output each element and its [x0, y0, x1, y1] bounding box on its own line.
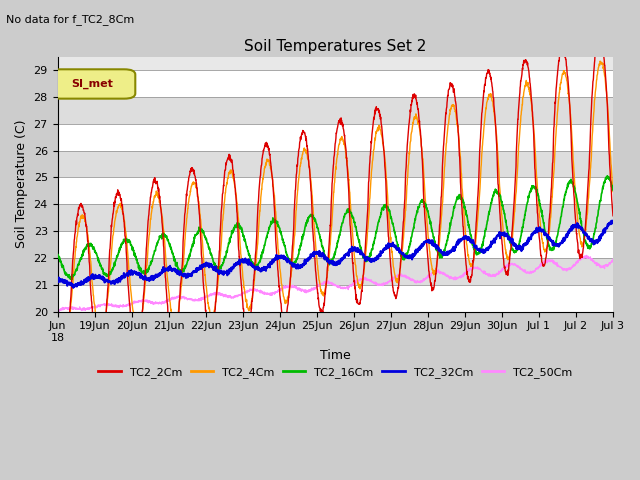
TC2_4Cm: [351, 262, 359, 267]
TC2_4Cm: [596, 58, 604, 64]
TC2_32Cm: [609, 218, 616, 224]
TC2_50Cm: [54, 306, 61, 312]
TC2_50Cm: [364, 277, 371, 283]
Y-axis label: Soil Temperature (C): Soil Temperature (C): [15, 120, 28, 248]
TC2_16Cm: [209, 255, 216, 261]
TC2_16Cm: [54, 252, 61, 258]
Line: TC2_2Cm: TC2_2Cm: [58, 34, 613, 369]
Line: TC2_50Cm: TC2_50Cm: [58, 255, 613, 312]
TC2_4Cm: [54, 313, 61, 319]
TC2_2Cm: [209, 325, 216, 331]
Bar: [58, 151, 613, 178]
TC2_4Cm: [209, 313, 216, 319]
Bar: [58, 258, 613, 285]
TC2_32Cm: [609, 220, 617, 226]
TC2_16Cm: [68, 276, 76, 282]
TC2_50Cm: [55, 309, 63, 314]
Bar: [58, 231, 613, 258]
TC2_2Cm: [609, 213, 617, 219]
Bar: [58, 178, 613, 204]
X-axis label: Time: Time: [320, 348, 351, 361]
TC2_50Cm: [576, 257, 584, 263]
TC2_4Cm: [497, 200, 505, 206]
TC2_50Cm: [560, 267, 568, 273]
Bar: [58, 285, 613, 312]
TC2_2Cm: [560, 46, 568, 52]
TC2_2Cm: [351, 288, 359, 294]
TC2_4Cm: [560, 68, 568, 73]
TC2_50Cm: [209, 292, 216, 298]
TC2_2Cm: [497, 224, 505, 229]
TC2_16Cm: [560, 197, 568, 203]
Bar: [58, 70, 613, 97]
TC2_16Cm: [364, 258, 371, 264]
TC2_50Cm: [583, 252, 591, 258]
TC2_32Cm: [69, 285, 77, 291]
FancyBboxPatch shape: [49, 69, 135, 99]
TC2_32Cm: [497, 232, 505, 238]
TC2_16Cm: [576, 211, 584, 217]
TC2_50Cm: [351, 279, 359, 285]
Line: TC2_16Cm: TC2_16Cm: [58, 176, 613, 279]
TC2_50Cm: [609, 256, 617, 262]
TC2_32Cm: [351, 245, 359, 251]
Text: SI_met: SI_met: [71, 79, 113, 89]
Title: Soil Temperatures Set 2: Soil Temperatures Set 2: [244, 39, 426, 54]
TC2_32Cm: [560, 236, 568, 242]
TC2_32Cm: [364, 255, 371, 261]
TC2_4Cm: [576, 232, 584, 238]
Bar: [58, 124, 613, 151]
TC2_32Cm: [576, 224, 584, 229]
TC2_16Cm: [497, 197, 505, 203]
TC2_2Cm: [595, 31, 603, 36]
TC2_32Cm: [54, 276, 61, 282]
Line: TC2_4Cm: TC2_4Cm: [58, 61, 613, 348]
TC2_4Cm: [364, 227, 371, 232]
Text: No data for f_TC2_8Cm: No data for f_TC2_8Cm: [6, 14, 134, 25]
TC2_32Cm: [209, 265, 216, 271]
TC2_50Cm: [497, 269, 505, 275]
Bar: [58, 204, 613, 231]
Bar: [58, 97, 613, 124]
Line: TC2_32Cm: TC2_32Cm: [58, 221, 613, 288]
TC2_2Cm: [576, 254, 584, 260]
TC2_16Cm: [609, 187, 617, 193]
TC2_4Cm: [60, 345, 68, 350]
TC2_2Cm: [54, 340, 61, 346]
TC2_16Cm: [604, 173, 611, 179]
TC2_2Cm: [364, 209, 371, 215]
Legend: TC2_2Cm, TC2_4Cm, TC2_16Cm, TC2_32Cm, TC2_50Cm: TC2_2Cm, TC2_4Cm, TC2_16Cm, TC2_32Cm, TC…: [94, 363, 577, 383]
TC2_2Cm: [59, 366, 67, 372]
TC2_16Cm: [351, 224, 359, 230]
TC2_4Cm: [609, 189, 617, 194]
